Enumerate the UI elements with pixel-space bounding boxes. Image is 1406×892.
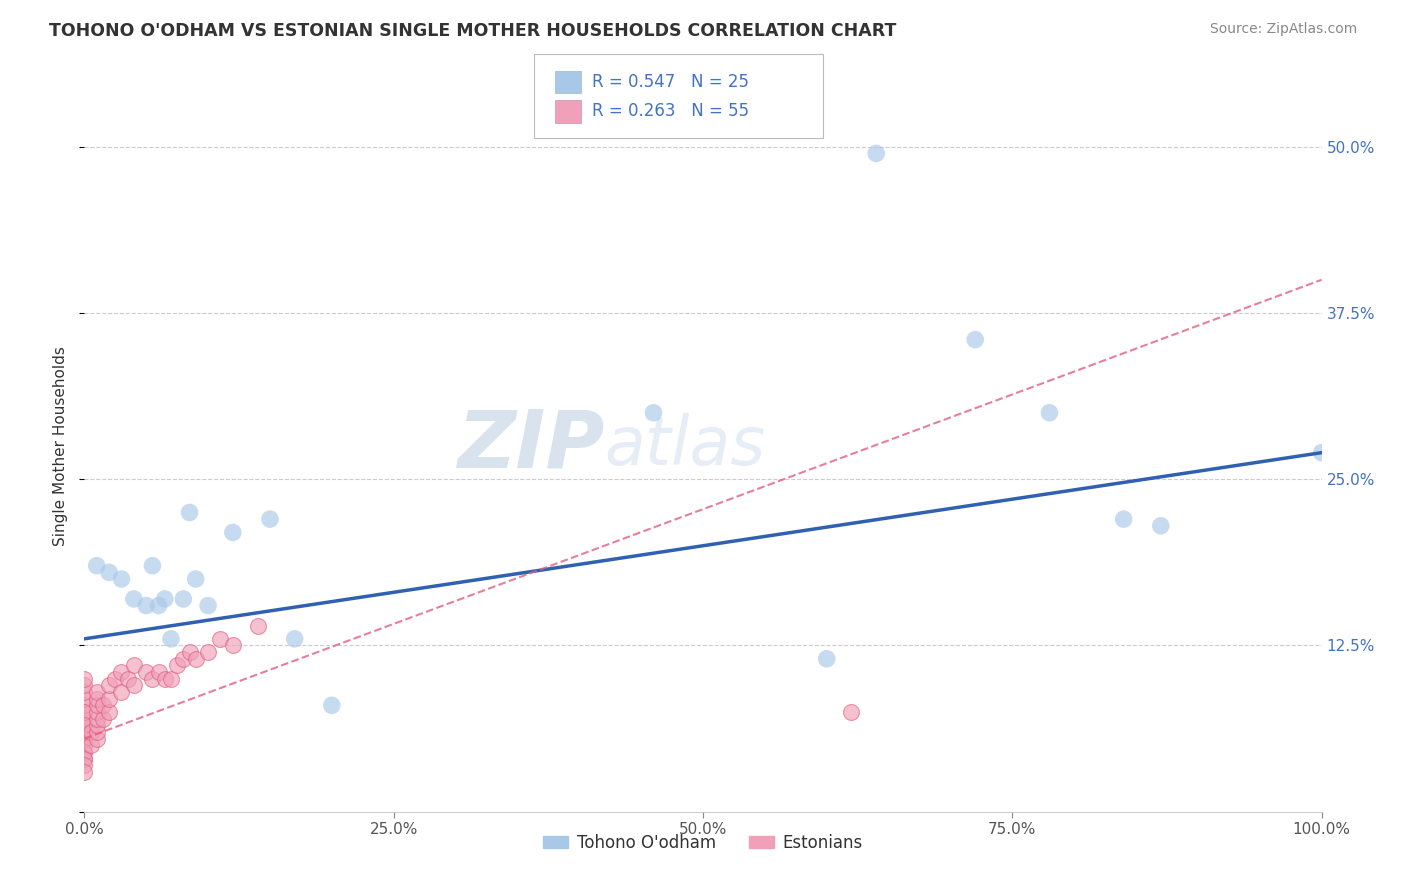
Point [141, 558, 163, 573]
Point [184, 652, 207, 666]
Point [98, 705, 121, 719]
Point [1038, 406, 1060, 420]
Text: Source: ZipAtlas.com: Source: ZipAtlas.com [1209, 22, 1357, 37]
Point [643, 406, 665, 420]
Point [73, 745, 96, 759]
Point [98, 566, 121, 580]
Point [86, 705, 108, 719]
Point [135, 665, 157, 679]
Point [172, 652, 194, 666]
Point [110, 572, 132, 586]
Point [246, 618, 269, 632]
Point [86, 698, 108, 713]
Point [86, 718, 108, 732]
Point [110, 685, 132, 699]
Point [284, 632, 307, 646]
Point [98, 678, 121, 692]
Point [79, 738, 101, 752]
Point [73, 672, 96, 686]
Point [73, 698, 96, 713]
Point [73, 738, 96, 752]
Point [86, 712, 108, 726]
Point [122, 591, 145, 606]
Point [91, 712, 114, 726]
Point [222, 639, 245, 653]
Point [73, 731, 96, 746]
Point [86, 725, 108, 739]
Point [197, 645, 219, 659]
Point [86, 558, 108, 573]
Point [110, 665, 132, 679]
Text: R = 0.263   N = 55: R = 0.263 N = 55 [592, 103, 749, 120]
Point [965, 333, 987, 347]
Point [73, 718, 96, 732]
Point [172, 591, 194, 606]
Point [222, 525, 245, 540]
Point [160, 632, 183, 646]
Text: ZIP: ZIP [457, 407, 605, 485]
Point [73, 718, 96, 732]
Point [73, 745, 96, 759]
Point [179, 645, 201, 659]
Point [321, 698, 343, 713]
Point [73, 705, 96, 719]
Point [73, 705, 96, 719]
Text: TOHONO O'ODHAM VS ESTONIAN SINGLE MOTHER HOUSEHOLDS CORRELATION CHART: TOHONO O'ODHAM VS ESTONIAN SINGLE MOTHER… [49, 22, 897, 40]
Point [73, 764, 96, 779]
Point [815, 652, 838, 666]
Point [73, 678, 96, 692]
Point [73, 691, 96, 706]
Point [148, 665, 170, 679]
Point [160, 672, 183, 686]
Y-axis label: Single Mother Households: Single Mother Households [53, 346, 69, 546]
Point [117, 672, 139, 686]
Point [865, 146, 887, 161]
Point [104, 672, 127, 686]
Point [135, 599, 157, 613]
Point [73, 731, 96, 746]
Legend: Tohono O'odham, Estonians: Tohono O'odham, Estonians [537, 827, 869, 858]
Point [79, 725, 101, 739]
Point [86, 691, 108, 706]
Point [122, 678, 145, 692]
Point [179, 506, 201, 520]
Point [86, 685, 108, 699]
Point [73, 725, 96, 739]
Point [1112, 512, 1135, 526]
Point [197, 599, 219, 613]
Point [141, 672, 163, 686]
Point [1150, 518, 1173, 533]
Point [209, 632, 232, 646]
Point [153, 591, 176, 606]
Point [153, 672, 176, 686]
Point [73, 751, 96, 765]
Point [73, 712, 96, 726]
Point [73, 685, 96, 699]
Point [98, 691, 121, 706]
Point [91, 698, 114, 713]
Point [73, 758, 96, 772]
Point [122, 658, 145, 673]
Text: R = 0.547   N = 25: R = 0.547 N = 25 [592, 73, 749, 91]
Point [841, 705, 863, 719]
Point [148, 599, 170, 613]
Point [184, 572, 207, 586]
Point [1310, 445, 1333, 459]
Point [73, 751, 96, 765]
Text: atlas: atlas [605, 413, 765, 479]
Point [259, 512, 281, 526]
Point [166, 658, 188, 673]
Point [86, 731, 108, 746]
